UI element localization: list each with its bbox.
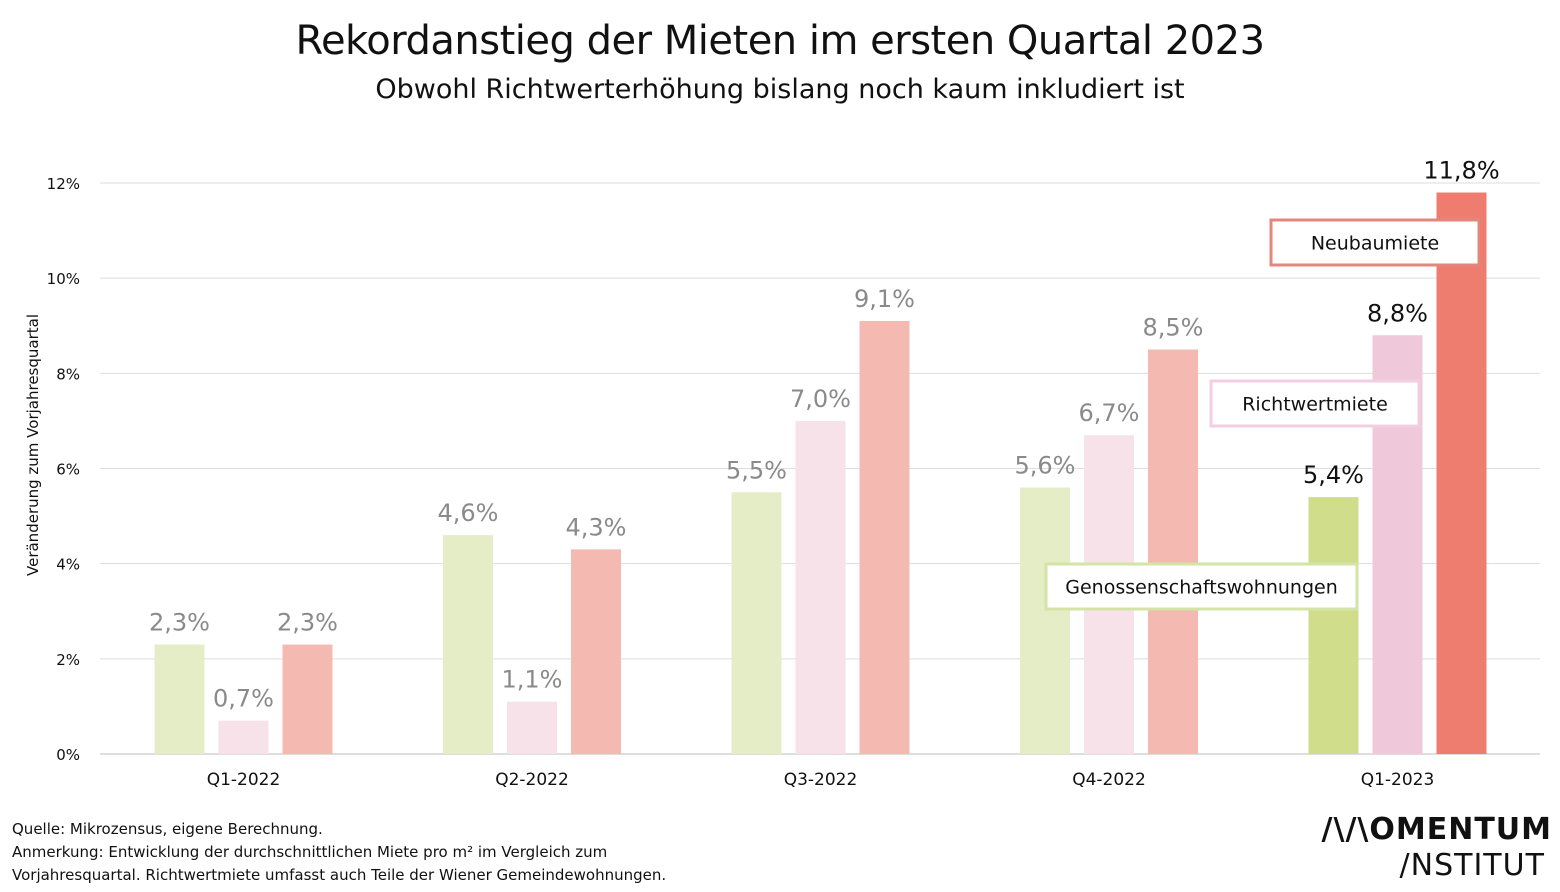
chart-title: Rekordanstieg der Mieten im ersten Quart… xyxy=(295,18,1265,64)
data-label: 1,1% xyxy=(502,666,563,694)
annotation-note-line2: Vorjahresquartal. Richtwertmiete umfasst… xyxy=(12,866,667,884)
data-label: 7,0% xyxy=(790,385,851,413)
y-tick-label: 10% xyxy=(47,270,80,288)
momentum-institut-logo: /\/\OMENTUM /NSTITUT xyxy=(1322,812,1552,884)
chart-subtitle: Obwohl Richtwerterhöhung bislang noch ka… xyxy=(375,74,1185,105)
y-tick-label: 6% xyxy=(56,461,80,479)
legend-label-genossenschaftswohnungen: Genossenschaftswohnungen xyxy=(1065,577,1337,599)
bar-neubaumiete-q3-2022 xyxy=(859,320,910,754)
y-tick-label: 8% xyxy=(56,365,80,383)
logo-line-momentum: /\/\OMENTUM xyxy=(1321,812,1552,847)
data-label: 8,8% xyxy=(1367,299,1428,327)
x-tick-label: Q1-2023 xyxy=(1361,770,1435,790)
data-label: 5,4% xyxy=(1303,461,1364,489)
logo-line-institut: /NSTITUT xyxy=(1399,848,1545,883)
bar-richtwertmiete-q3-2022 xyxy=(795,420,846,754)
bar-neubaumiete-q4-2022 xyxy=(1148,349,1198,754)
bar-neubaumiete-q1-2023 xyxy=(1436,192,1487,754)
y-tick-label: 4% xyxy=(56,556,80,574)
data-label: 11,8% xyxy=(1423,157,1499,185)
data-label: 4,6% xyxy=(438,499,499,527)
data-label: 6,7% xyxy=(1079,399,1140,427)
bar-genossenschaftswohnungen-q3-2022 xyxy=(731,492,782,754)
bar-richtwertmiete-q1-2022 xyxy=(218,720,269,754)
bar-genossenschaftswohnungen-q1-2022 xyxy=(154,644,205,754)
source-note: Quelle: Mikrozensus, eigene Berechnung. xyxy=(12,820,323,838)
data-label: 5,5% xyxy=(726,456,787,484)
data-label: 9,1% xyxy=(854,285,915,313)
bar-richtwertmiete-q2-2022 xyxy=(507,701,557,754)
legend-box-genossenschaftswohnungen xyxy=(1044,562,1359,611)
data-label: 5,6% xyxy=(1015,452,1076,480)
annotation-note-line1: Anmerkung: Entwicklung der durchschnittl… xyxy=(12,843,608,861)
y-tick-label: 2% xyxy=(56,651,80,669)
bar-chart: 0% 2% 4% 6% 8% 10% 12% Veränderung zum Vorjahre… xyxy=(24,157,1540,790)
bar-genossenschaftswohnungen-q1-2023 xyxy=(1308,497,1359,754)
y-tick-label: 0% xyxy=(56,746,80,764)
data-label: 0,7% xyxy=(213,685,274,713)
y-axis-label: Veränderung zum Vorjahresquartal xyxy=(24,314,42,576)
x-tick-label: Q4-2022 xyxy=(1072,770,1146,790)
legend-label-richtwertmiete: Richtwertmiete xyxy=(1242,394,1388,416)
y-tick-label: 12% xyxy=(47,175,80,193)
bar-genossenschaftswohnungen-q2-2022 xyxy=(443,535,493,754)
bar-genossenschaftswohnungen-q4-2022 xyxy=(1020,487,1070,754)
data-label: 4,3% xyxy=(566,513,627,541)
bar-neubaumiete-q1-2022 xyxy=(282,644,333,754)
data-label: 8,5% xyxy=(1143,314,1204,342)
x-tick-label: Q1-2022 xyxy=(207,770,281,790)
x-tick-label: Q3-2022 xyxy=(784,770,858,790)
x-tick-label: Q2-2022 xyxy=(495,770,569,790)
legend-label-neubaumiete: Neubaumiete xyxy=(1311,233,1439,255)
data-label: 2,3% xyxy=(277,609,338,637)
legend-box-neubaumiete xyxy=(1269,218,1481,267)
data-label: 2,3% xyxy=(149,609,210,637)
bar-neubaumiete-q2-2022 xyxy=(571,549,621,754)
legend-box-richtwertmiete xyxy=(1209,379,1421,428)
